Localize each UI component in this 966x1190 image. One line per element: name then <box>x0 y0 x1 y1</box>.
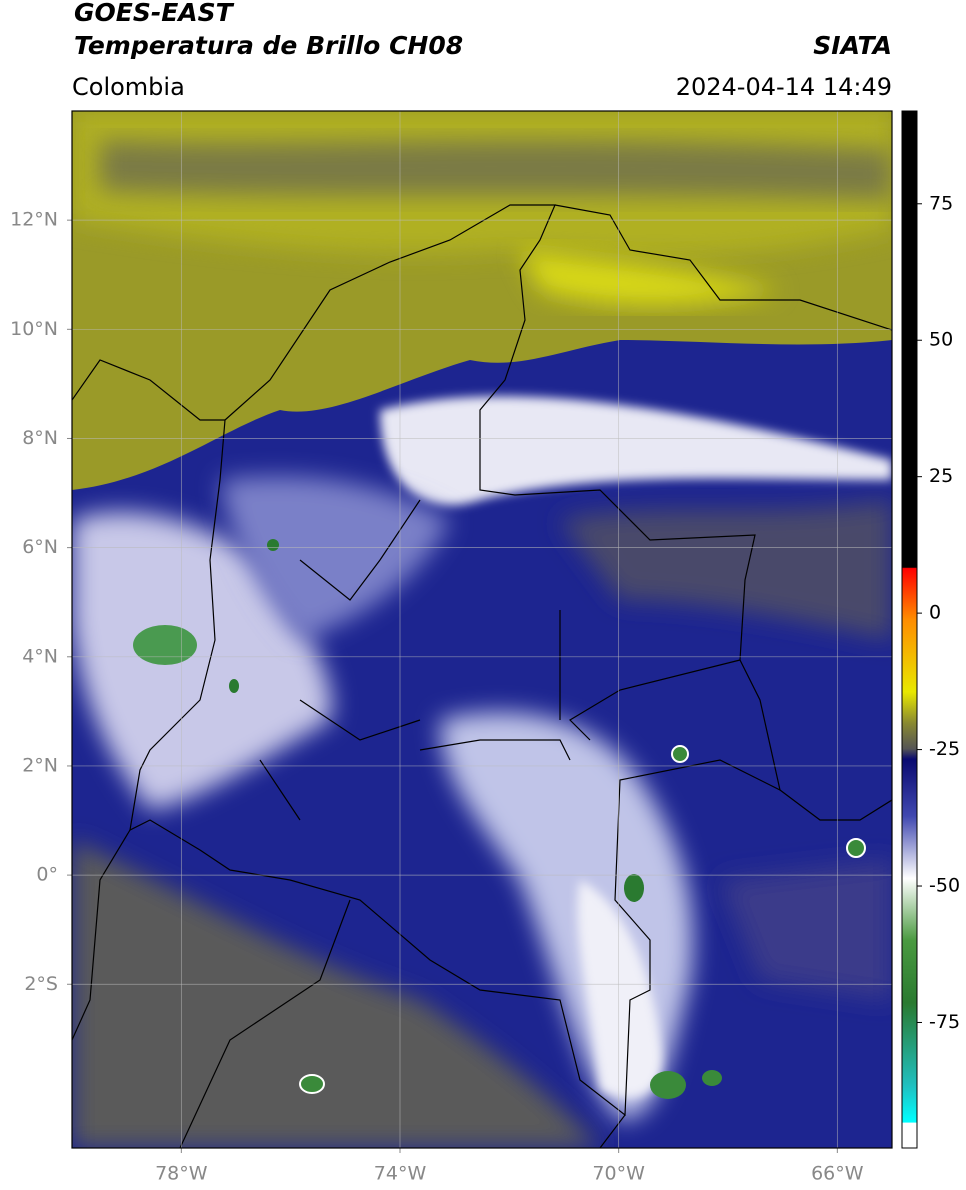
y-tick-label: 8°N <box>22 427 58 449</box>
y-tick-label: 6°N <box>22 536 58 558</box>
y-tick-label: 10°N <box>10 318 58 340</box>
x-tick-label: 74°W <box>374 1163 427 1185</box>
product: Temperatura de Brillo CH08 <box>74 31 463 60</box>
colorbar-label: 0 <box>929 602 941 624</box>
colorbar-label: 50 <box>929 329 953 351</box>
datetime: 2024-04-14 14:49 <box>676 73 892 101</box>
colorbar-label: 75 <box>929 192 953 214</box>
colorbar-label: -75 <box>929 1011 960 1033</box>
x-tick-label: 70°W <box>592 1163 645 1185</box>
colorbar-label: -50 <box>929 875 960 897</box>
y-tick-label: 2°S <box>24 973 58 995</box>
graticule <box>67 111 892 1153</box>
y-tick-label: 2°N <box>22 754 58 776</box>
satellite: GOES-EAST <box>74 0 235 27</box>
y-tick-label: 4°N <box>22 645 58 667</box>
agency: SIATA <box>813 31 892 60</box>
x-tick-label: 78°W <box>155 1163 208 1185</box>
colorbar-label: 25 <box>929 465 953 487</box>
y-tick-label: 0° <box>36 864 58 886</box>
colorbar <box>901 110 918 1149</box>
colorbar-label: -25 <box>929 738 960 760</box>
satellite-image <box>72 111 892 1148</box>
map-frame <box>71 110 893 1149</box>
x-tick-label: 66°W <box>811 1163 864 1185</box>
y-tick-label: 12°N <box>10 209 58 231</box>
region: Colombia <box>72 73 185 101</box>
